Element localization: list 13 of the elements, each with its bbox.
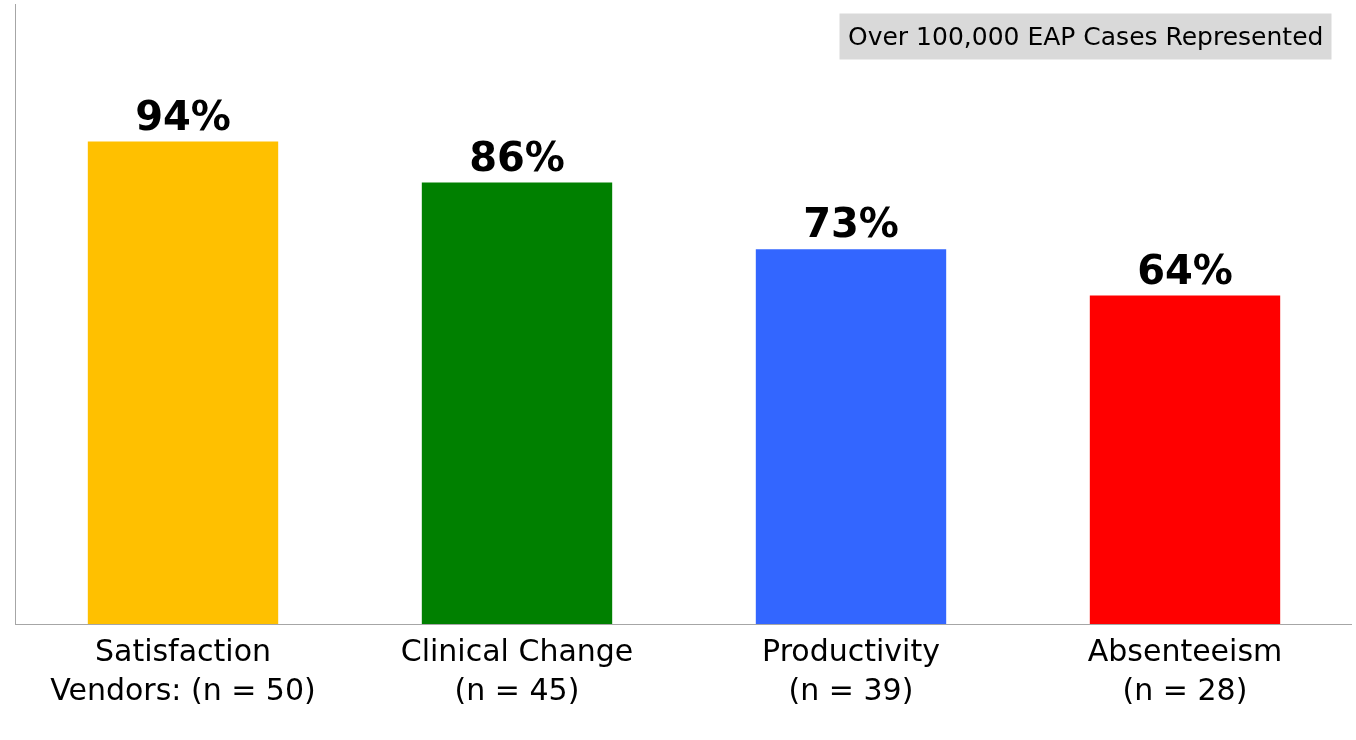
data-label: 73%	[803, 200, 899, 247]
x-tick-label: Productivity (n = 39)	[762, 633, 940, 707]
x-tick-label: Satisfaction Vendors: (n = 50)	[50, 633, 316, 707]
data-label: 64%	[1137, 246, 1233, 293]
text: Over 100,000 EAP Cases Represented	[848, 22, 1324, 51]
data-label: 94%	[135, 92, 231, 139]
x-tick-label: Clinical Change (n = 45)	[400, 633, 634, 707]
bar	[1089, 295, 1281, 624]
x-tick-label: Absenteeism (n = 28)	[1087, 633, 1283, 707]
bar	[421, 182, 613, 624]
bar	[755, 249, 947, 624]
bar	[87, 141, 279, 624]
data-label: 86%	[469, 133, 565, 180]
